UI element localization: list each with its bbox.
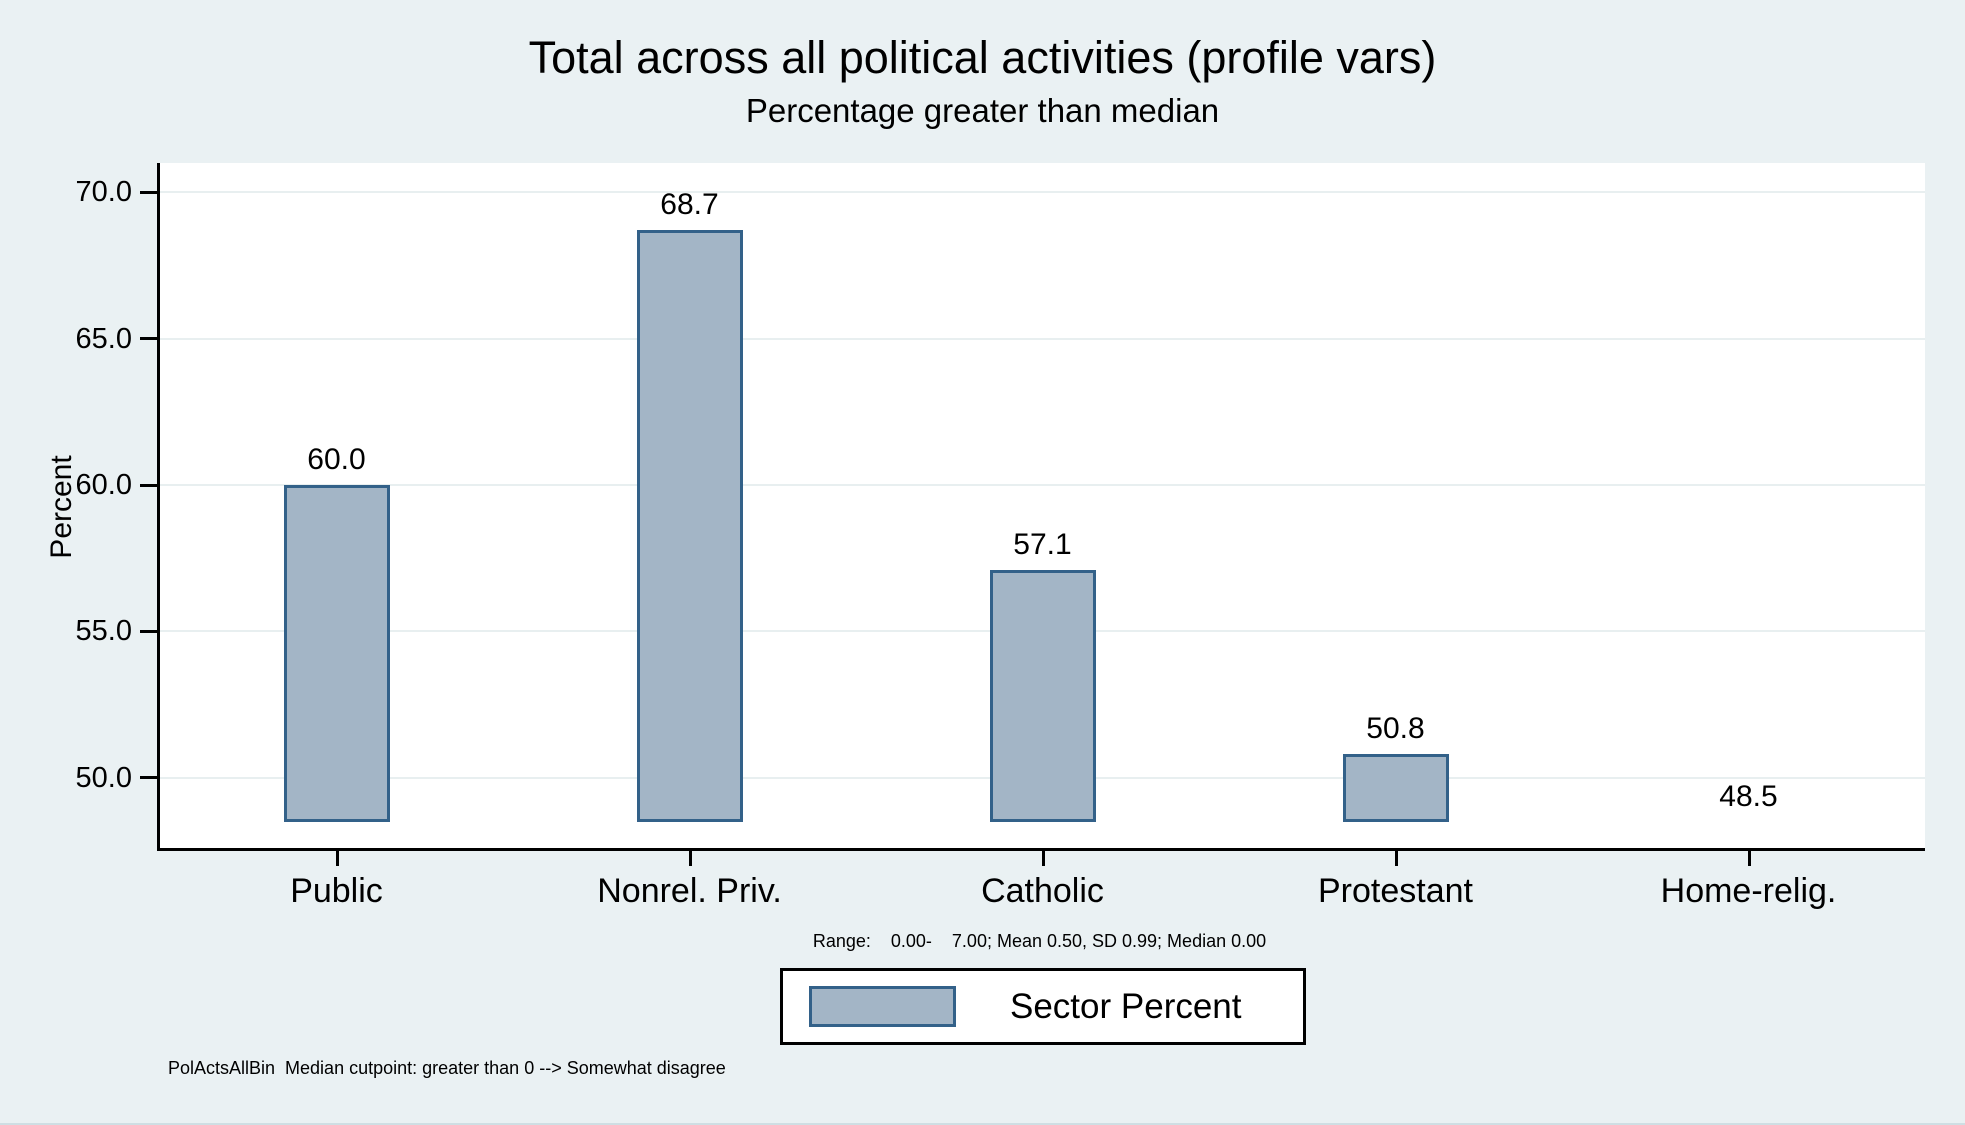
- x-tick-catholic: [1041, 851, 1045, 866]
- x-category-label: Nonrel. Priv.: [597, 872, 782, 910]
- legend: Sector Percent: [780, 968, 1306, 1045]
- legend-swatch: [809, 986, 956, 1027]
- plot-area: 70.0 65.0 60.0 55.0 50.0 60.0 Public 68.7 Nonrel…: [76, 163, 1925, 910]
- x-category-label: Catholic: [981, 872, 1104, 910]
- bar-value-label: 48.5: [1719, 779, 1778, 813]
- y-tick-label: 50.0: [75, 761, 132, 794]
- legend-label: Sector Percent: [1010, 986, 1242, 1026]
- x-category-label: Home-relig.: [1660, 872, 1837, 910]
- gridline-70: [160, 191, 1925, 194]
- x-tick-protestant: [1394, 851, 1398, 866]
- bar-protestant: [1342, 754, 1449, 822]
- chart-subtitle: Percentage greater than median: [745, 92, 1220, 129]
- bar-value-label: 57.1: [1013, 527, 1072, 561]
- y-tick-55: [140, 629, 157, 633]
- y-tick-label: 60.0: [75, 469, 132, 501]
- variable-footnote: PolActsAllBin Median cutpoint: greater t…: [168, 1058, 726, 1078]
- y-tick-label: 55.0: [75, 615, 132, 648]
- y-tick-label: 65.0: [75, 322, 132, 355]
- y-tick-70: [140, 190, 157, 194]
- stats-note: Range: 0.00- 7.00; Mean 0.50, SD 0.99; M…: [812, 931, 1267, 951]
- bar-public: [283, 485, 390, 822]
- bar-value-label: 50.8: [1366, 712, 1425, 746]
- x-category-label: Protestant: [1318, 872, 1473, 910]
- bar-value-label: 68.7: [660, 188, 719, 222]
- y-tick-60: [140, 483, 157, 487]
- y-tick-65: [140, 337, 157, 341]
- x-tick-public: [335, 851, 339, 866]
- y-tick-label: 70.0: [75, 176, 132, 209]
- gridline-60: [160, 484, 1925, 486]
- x-category-label: Public: [290, 872, 383, 910]
- gridline-65: [160, 337, 1925, 340]
- y-tick-50: [140, 776, 157, 780]
- x-tick-home-relig-: [1747, 851, 1751, 866]
- image-bottom-edge: [0, 1123, 1965, 1125]
- bar-value-label: 60.0: [307, 443, 366, 476]
- bar-nonrel-priv-: [636, 230, 743, 822]
- chart-title: Total across all political activities (p…: [528, 32, 1437, 83]
- bar-catholic: [989, 569, 1096, 822]
- x-tick-nonrel-priv-: [688, 851, 692, 866]
